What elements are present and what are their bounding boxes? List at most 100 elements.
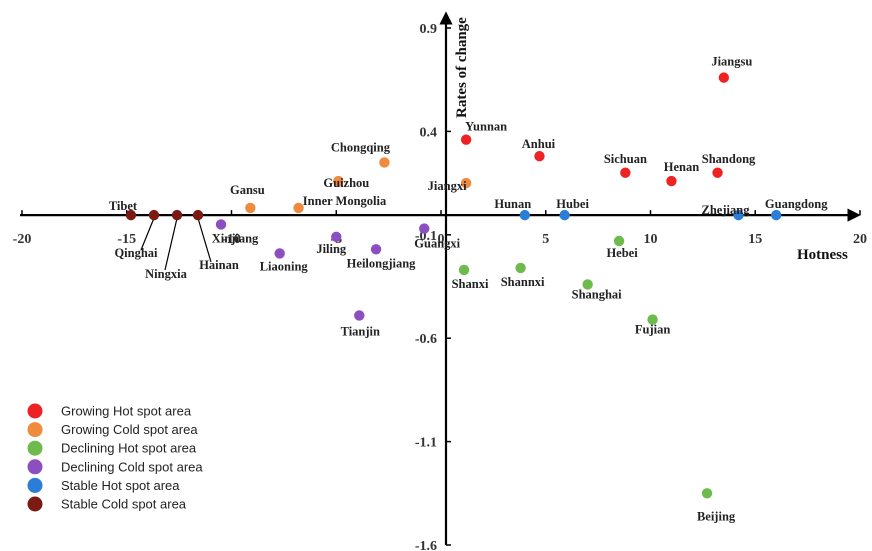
data-point — [582, 279, 593, 290]
data-point — [647, 314, 658, 325]
point-label: Beijing — [697, 509, 736, 523]
data-point — [125, 209, 137, 221]
point-label: Yunnan — [465, 120, 507, 134]
data-point — [771, 209, 782, 221]
legend-marker — [27, 403, 43, 419]
data-point — [460, 134, 472, 145]
point-label: Heilongjiang — [347, 256, 417, 270]
data-point — [733, 209, 744, 221]
legend-marker — [27, 440, 43, 456]
point-label: Zhejiang — [702, 203, 751, 217]
point-label: Guangxi — [414, 237, 460, 251]
point-label: Shannxi — [501, 275, 545, 289]
data-point — [331, 231, 342, 243]
point-label: Qinghai — [114, 246, 158, 260]
point-label: Xinjiang — [212, 231, 259, 245]
point-label: Gansu — [230, 183, 265, 197]
point-label: Inner Mongolia — [303, 194, 387, 208]
legend-entry: Growing Cold spot area — [61, 422, 198, 437]
data-point — [519, 209, 530, 221]
x-tick-label: 5 — [542, 232, 549, 247]
point-label: Shanghai — [572, 287, 623, 301]
point-label: Jiangxi — [428, 179, 467, 193]
x-axis-label: Hotness — [797, 247, 848, 263]
point-label: Hubei — [556, 197, 589, 211]
data-point — [419, 223, 430, 234]
y-tick-label: 0.4 — [420, 125, 438, 140]
point-label: Shanxi — [452, 277, 489, 291]
data-point — [701, 488, 713, 499]
legend-entry: Growing Hot spot area — [61, 404, 192, 419]
point-label: Henan — [664, 160, 699, 174]
leader-lines — [140, 217, 212, 271]
legend-entry: Declining Cold spot area — [61, 459, 203, 474]
legend-entry: Declining Hot spot area — [61, 441, 197, 456]
point-label: Hunan — [494, 197, 531, 211]
data-point — [354, 310, 365, 321]
data-point — [245, 202, 256, 214]
x-tick-label: -20 — [13, 232, 32, 247]
data-point — [718, 72, 730, 83]
data-point — [274, 248, 285, 259]
y-tick-label: -0.1 — [415, 229, 437, 244]
y-axis-label: Rates of change — [454, 17, 470, 118]
data-point — [215, 219, 227, 230]
legend-marker — [27, 496, 43, 512]
point-label: Hebei — [606, 246, 638, 260]
axes — [20, 11, 861, 546]
data-point — [613, 235, 625, 247]
point-label: Jiling — [316, 242, 347, 256]
data-point — [515, 262, 526, 274]
data-point — [333, 175, 344, 187]
x-tick-label: 10 — [644, 232, 658, 247]
data-point — [370, 244, 382, 255]
point-label: Fujian — [635, 323, 670, 337]
point-label: Guangdong — [765, 197, 828, 211]
data-point — [534, 151, 545, 162]
leader-line — [164, 217, 178, 271]
x-tick-label: 15 — [748, 232, 762, 247]
y-tick-label: -0.6 — [415, 332, 437, 347]
data-point — [379, 157, 390, 168]
legend-entry: Stable Cold spot area — [61, 497, 187, 512]
point-label: Sichuan — [604, 152, 647, 166]
data-point — [293, 202, 304, 214]
data-point — [192, 209, 204, 221]
data-point — [559, 209, 570, 221]
legend-marker — [27, 422, 43, 438]
tick-labels: -20-15-10-5051015200.90.4-0.1-0.6-1.1-1.… — [13, 22, 867, 551]
leader-line — [197, 217, 212, 263]
data-point — [712, 167, 723, 178]
point-label: Ningxia — [145, 267, 187, 281]
data-point — [666, 175, 677, 187]
x-tick-label: 0 — [438, 232, 445, 247]
leader-line — [140, 217, 155, 251]
y-tick-label: 0.9 — [420, 22, 438, 37]
data-point — [620, 167, 631, 178]
x-tick-label: -10 — [222, 232, 241, 247]
point-label: Anhui — [522, 137, 556, 151]
point-label: Tibet — [109, 199, 138, 213]
point-label: Hainan — [199, 258, 239, 272]
point-label: Liaoning — [260, 259, 309, 273]
legend-entry: Stable Hot spot area — [61, 478, 180, 493]
data-point — [460, 177, 472, 189]
data-point — [148, 209, 160, 221]
point-label: Jiangsu — [711, 55, 752, 69]
point-label: Guizhou — [323, 176, 369, 190]
x-tick-label: 20 — [853, 232, 867, 247]
legend-marker — [27, 459, 43, 475]
point-label: Shandong — [702, 152, 756, 166]
y-tick-label: -1.1 — [415, 436, 437, 451]
data-point — [458, 264, 470, 276]
point-label: Chongqing — [331, 140, 391, 154]
x-tick-label: -15 — [117, 232, 136, 247]
legend: Growing Hot spot area Growing Cold spot a… — [27, 403, 203, 512]
data-point — [171, 209, 183, 221]
y-tick-label: -1.6 — [415, 539, 437, 551]
data-points — [125, 72, 782, 499]
legend-marker — [27, 477, 43, 493]
point-label: Tianjin — [341, 324, 380, 338]
